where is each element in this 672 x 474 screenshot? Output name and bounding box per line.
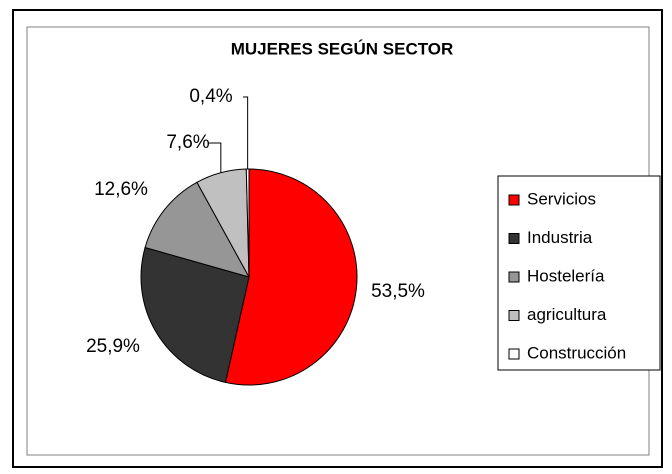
legend-swatch bbox=[508, 233, 520, 244]
legend-label: Hostelería bbox=[527, 266, 605, 285]
data-label: 53,5% bbox=[371, 281, 425, 302]
leader-line bbox=[243, 96, 249, 170]
legend-label: Construcción bbox=[527, 343, 626, 362]
data-label: 25,9% bbox=[86, 336, 140, 357]
data-label: 7,6% bbox=[166, 132, 209, 153]
legend-swatch bbox=[508, 348, 520, 360]
data-label: 0,4% bbox=[189, 86, 232, 107]
legend-box bbox=[497, 175, 661, 371]
pie-slice bbox=[224, 168, 358, 386]
legend-swatch bbox=[508, 310, 520, 321]
legend-label: agricultura bbox=[527, 305, 607, 324]
legend-label: Industria bbox=[527, 228, 593, 247]
legend-label: Servicios bbox=[527, 189, 596, 208]
legend-swatch bbox=[508, 271, 520, 283]
chart-title: MUJERES SEGÚN SECTOR bbox=[231, 39, 454, 58]
data-label: 12,6% bbox=[94, 179, 148, 200]
pie-slice bbox=[144, 181, 251, 278]
legend-swatch bbox=[508, 194, 520, 206]
leader-line bbox=[208, 142, 222, 173]
pie-slice bbox=[140, 246, 250, 383]
